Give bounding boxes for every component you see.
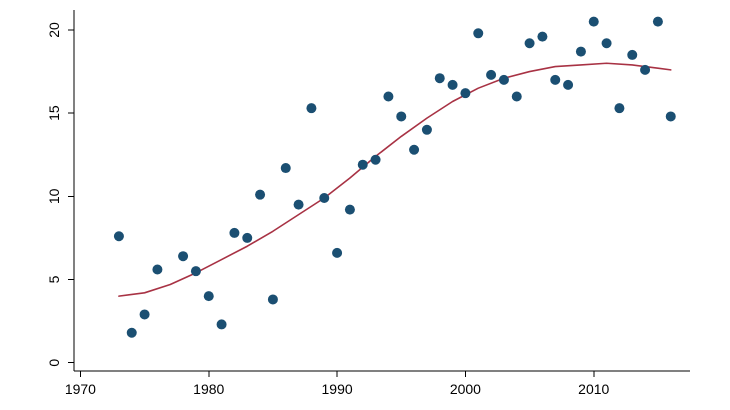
scatter-point bbox=[409, 144, 420, 155]
scatter-point bbox=[267, 294, 278, 305]
scatter-point bbox=[113, 231, 124, 242]
scatter-point bbox=[152, 264, 163, 275]
scatter-point bbox=[319, 192, 330, 203]
scatter-point bbox=[434, 73, 445, 84]
scatter-point bbox=[280, 163, 291, 174]
scatter-point bbox=[575, 46, 586, 57]
scatter-point bbox=[511, 91, 522, 102]
scatter-point bbox=[460, 88, 471, 99]
scatter-point bbox=[627, 49, 638, 60]
x-tick-label: 1980 bbox=[193, 381, 224, 397]
scatter-point bbox=[357, 159, 368, 170]
scatter-point bbox=[190, 266, 201, 277]
y-tick-label: 20 bbox=[46, 22, 62, 38]
scatter-point bbox=[421, 124, 432, 135]
scatter-point bbox=[229, 227, 240, 238]
scatter-point bbox=[601, 38, 612, 49]
scatter-point bbox=[614, 103, 625, 114]
y-tick-label: 0 bbox=[46, 359, 62, 367]
y-tick-label: 15 bbox=[46, 105, 62, 121]
scatter-point bbox=[344, 204, 355, 215]
fit-line bbox=[118, 62, 672, 297]
scatter-point bbox=[550, 74, 561, 85]
scatter-point bbox=[139, 309, 150, 320]
scatter-point bbox=[563, 79, 574, 90]
x-tick-label: 1970 bbox=[65, 381, 96, 397]
scatter-point bbox=[447, 79, 458, 90]
y-tick-label: 5 bbox=[46, 275, 62, 283]
scatter-point bbox=[588, 16, 599, 27]
scatter-point bbox=[370, 154, 381, 165]
scatter-point bbox=[665, 111, 676, 122]
x-tick-label: 2000 bbox=[450, 381, 481, 397]
x-tick-label: 1990 bbox=[322, 381, 353, 397]
scatter-point bbox=[498, 74, 509, 85]
scatter-point bbox=[383, 91, 394, 102]
scatter-point bbox=[216, 319, 227, 330]
scatter-point bbox=[473, 28, 484, 39]
scatter-point bbox=[524, 38, 535, 49]
scatter-point bbox=[255, 189, 266, 200]
scatter-point bbox=[306, 103, 317, 114]
fit-line-layer bbox=[118, 62, 672, 297]
scatter-point bbox=[126, 327, 137, 338]
scatter-point bbox=[652, 16, 663, 27]
scatter-points-layer bbox=[113, 16, 676, 338]
scatter-point bbox=[396, 111, 407, 122]
scatter-point bbox=[640, 64, 651, 75]
scatter-point bbox=[203, 291, 214, 302]
axes: 0 5 10 15 20 1970 1980 1990 2000 2010 bbox=[46, 10, 690, 397]
scatter-point bbox=[293, 199, 304, 210]
y-tick-label: 10 bbox=[46, 188, 62, 204]
scatter-point bbox=[486, 69, 497, 80]
scatter-point bbox=[537, 31, 548, 42]
x-tick-label: 2010 bbox=[578, 381, 609, 397]
scatter-point bbox=[332, 247, 343, 258]
scatter-point bbox=[242, 232, 253, 243]
scatter-point bbox=[178, 251, 189, 262]
